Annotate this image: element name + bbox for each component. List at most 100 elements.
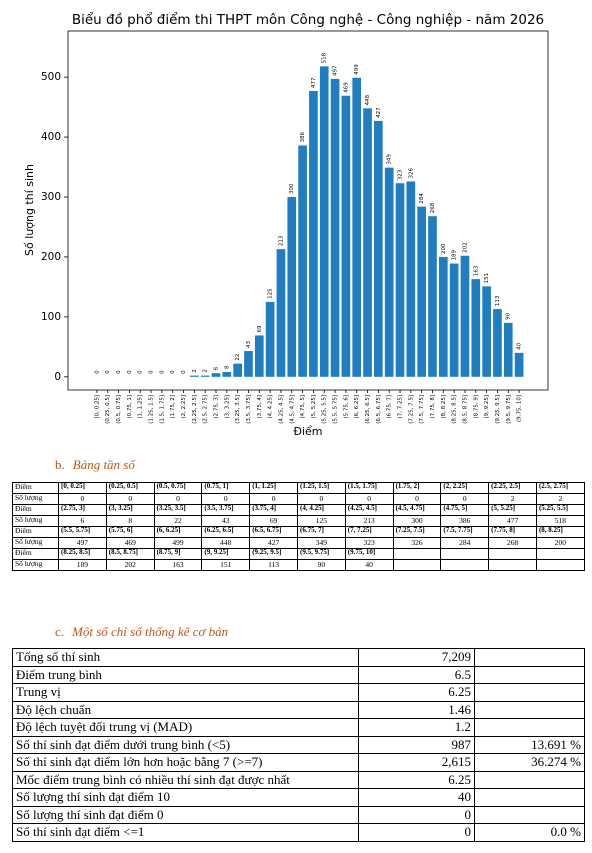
- x-tick-label: (6.5, 6.75]: [376, 395, 382, 424]
- bin-label: (0.5, 0.75]: [153, 482, 203, 494]
- stat-percent: 13.691 %: [474, 735, 585, 754]
- bar: [514, 352, 524, 377]
- bar: [493, 309, 502, 377]
- x-tick-label: (2, 2.25]: [181, 395, 187, 419]
- stats-table: Tổng số thí sinh 7,209 Điểm trung bình 6.5 T…: [12, 648, 585, 842]
- bin-label: (4.5, 4.75]: [392, 504, 442, 516]
- x-tick-label: (1.5, 1.75]: [159, 395, 165, 424]
- count: 6: [58, 515, 107, 527]
- y-tick-label: 100: [41, 311, 61, 323]
- bin-label: (1.5, 1.75]: [344, 482, 394, 494]
- bar: [265, 301, 275, 377]
- count: 0: [344, 493, 394, 505]
- bar: [352, 77, 362, 377]
- count: 499: [153, 537, 203, 549]
- x-tick-label: (4.25, 4.5]: [278, 395, 284, 424]
- count: 349: [296, 537, 346, 549]
- bin-label: (5.75, 6]: [105, 526, 155, 538]
- stat-value: 2,615: [358, 753, 475, 772]
- bar: [341, 95, 351, 377]
- data-label: 0: [94, 370, 100, 374]
- bar: [449, 263, 459, 377]
- bin-label: (9, 9.25]: [201, 548, 251, 560]
- data-label: 477: [311, 77, 317, 88]
- count: 163: [153, 559, 203, 571]
- row-label: Điểm: [12, 482, 59, 494]
- stat-label: Số lượng thí sinh đạt điểm 0: [12, 805, 359, 824]
- plot-frame: [67, 30, 549, 391]
- x-tick-label: (7, 7.25]: [398, 395, 404, 419]
- data-label: 268: [430, 202, 436, 213]
- bin-label: (8.75, 9]: [153, 548, 203, 560]
- y-tick-label: 500: [41, 71, 61, 83]
- count: 448: [201, 537, 251, 549]
- x-tick-label: (7.75, 8]: [430, 395, 436, 419]
- data-label: 0: [127, 370, 133, 374]
- empty-cell: [392, 559, 442, 571]
- bin-label: (9.5, 9.75]: [296, 548, 346, 560]
- data-label: 113: [495, 295, 501, 306]
- y-tick-label: 300: [41, 191, 61, 203]
- empty-cell: [440, 548, 490, 560]
- data-label: 497: [333, 65, 339, 76]
- bin-label: (2.5, 2.75]: [535, 482, 585, 494]
- bar: [374, 120, 383, 377]
- count: 189: [58, 559, 107, 571]
- x-tick-label: (7.25, 7.5]: [408, 395, 414, 424]
- stat-percent: 36.274 %: [474, 753, 585, 772]
- bar: [471, 279, 481, 377]
- count: 113: [249, 559, 298, 571]
- count: 518: [535, 515, 585, 527]
- stat-value: 987: [358, 735, 475, 754]
- bar: [298, 145, 307, 377]
- bar: [287, 197, 297, 377]
- count: 0: [201, 493, 251, 505]
- count: 40: [344, 559, 394, 571]
- x-tick-label: (2.75, 3]: [213, 395, 219, 419]
- table-row: Điểm (2.75, 3] (3, 3.25] (3.25, 3.5] (3.5, 3…: [12, 504, 585, 516]
- table-row: Số thí sinh đạt điểm dưới trung bình (<5…: [12, 735, 585, 754]
- bar: [200, 375, 210, 377]
- count: 200: [535, 537, 585, 549]
- count: 284: [440, 537, 490, 549]
- count: 2: [535, 493, 585, 505]
- count: 0: [105, 493, 155, 505]
- bin-label: (8.25, 8.5]: [58, 548, 107, 560]
- stat-label: Độ lệch tuyệt đối trung vị (MAD): [12, 718, 359, 737]
- stat-label: Số lượng thí sinh đạt điểm 10: [12, 788, 359, 807]
- row-label: Điểm: [12, 548, 59, 560]
- table-row: Trung vị 6.25: [12, 683, 585, 702]
- data-label: 469: [343, 82, 349, 93]
- table-row: Mốc điểm trung bình có nhiều thí sinh đạ…: [12, 770, 585, 789]
- x-tick-label: (0.75, 1]: [127, 395, 133, 419]
- x-tick-label: (0.5, 0.75]: [116, 395, 122, 424]
- stat-label: Số thí sinh đạt điểm dưới trung bình (<5…: [12, 735, 359, 754]
- x-tick-label: (5.25, 5.5]: [322, 395, 328, 424]
- data-label: 386: [300, 131, 306, 142]
- x-tick-label: (5.75, 6]: [343, 395, 349, 419]
- stat-label: Điểm trung bình: [12, 665, 359, 684]
- x-tick-label: (6.75, 7]: [387, 395, 393, 419]
- stat-percent: [474, 788, 585, 807]
- bar: [395, 183, 405, 377]
- data-label: 202: [462, 242, 468, 253]
- count: 300: [392, 515, 442, 527]
- bar: [406, 181, 416, 377]
- count: 0: [249, 493, 298, 505]
- stat-value: 1.2: [358, 718, 475, 737]
- bin-label: (1, 1.25]: [249, 482, 298, 494]
- x-tick-label: (6, 6.25]: [354, 395, 360, 419]
- bin-label: (5, 5.25]: [488, 504, 537, 516]
- bin-label: (6, 6.25]: [153, 526, 203, 538]
- stat-value: 1.46: [358, 700, 475, 719]
- stat-value: 0: [358, 805, 475, 824]
- data-label: 213: [278, 235, 284, 246]
- table-row: Độ lệch chuẩn 1.46: [12, 700, 585, 719]
- table-row: Điểm (5.5, 5.75] (5.75, 6] (6, 6.25] (6.25, …: [12, 526, 585, 538]
- bin-label: (3.5, 3.75]: [201, 504, 251, 516]
- bin-label: (3, 3.25]: [105, 504, 155, 516]
- bin-label: (4, 4.25]: [296, 504, 346, 516]
- empty-cell: [488, 548, 537, 560]
- bin-label: (0.25, 0.5]: [105, 482, 155, 494]
- row-label: Số lượng: [12, 559, 59, 571]
